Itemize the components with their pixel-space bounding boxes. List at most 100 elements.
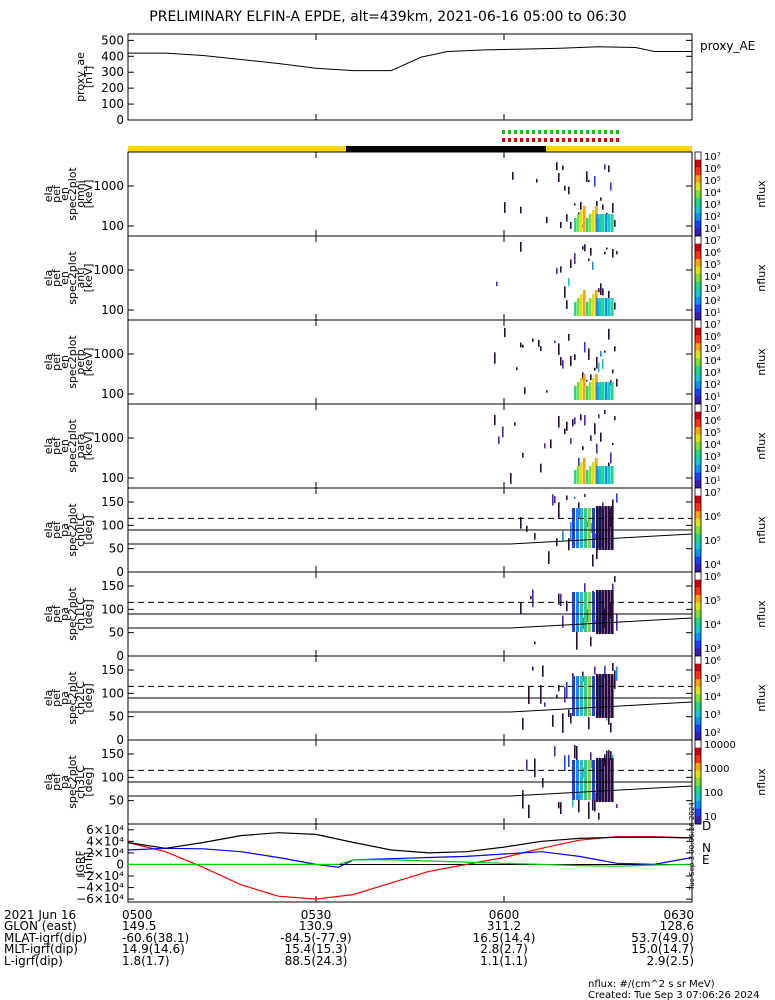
- spectrogram-cell: [530, 595, 532, 600]
- spectrogram-cell: [502, 426, 504, 438]
- spectrogram-cell: [611, 298, 614, 316]
- colorbar-tick-label: 10: [704, 812, 717, 823]
- spectrogram-cell: [596, 214, 599, 232]
- colorbar-tick-label: 10⁴: [704, 692, 721, 703]
- spectrogram-cell: [560, 802, 562, 815]
- spectrogram-cell: [614, 670, 616, 689]
- science-zone-marker: [604, 138, 607, 142]
- colorbar-segment: [695, 755, 701, 764]
- spectrogram-cell: [616, 493, 618, 503]
- spectrogram-cell: [592, 554, 594, 567]
- spectrogram-cell: [524, 387, 526, 395]
- igrf-series-e: [128, 859, 693, 867]
- spectrogram-cell: [600, 197, 602, 201]
- colorbar-tick-label: 10⁶: [704, 656, 721, 667]
- spectrogram-cell: [596, 382, 599, 400]
- units-label: nflux: #/(cm^2 s sr MeV): [588, 979, 715, 990]
- colorbar-segment: [695, 480, 701, 489]
- panel-perp: elapefenspec2plotperp[keV]100010010⁷10⁶1…: [42, 319, 768, 405]
- spectrogram-cell: [548, 551, 550, 564]
- spectrogram-cell: [574, 354, 576, 361]
- y-axis-label: ela: [42, 186, 55, 203]
- spectrogram-cell: [596, 758, 599, 802]
- y-axis-label: para: [74, 434, 87, 459]
- colorbar-tick-label: 10³: [704, 710, 721, 721]
- y-tick-label: −4×10⁴: [76, 881, 124, 895]
- science-zone-marker: [556, 138, 559, 142]
- spectrogram-cell: [580, 294, 583, 316]
- spectrogram-cell: [522, 717, 524, 730]
- science-zone-marker: [544, 138, 547, 142]
- spectrogram-cell: [594, 792, 596, 812]
- y-axis-label: pa: [58, 607, 71, 621]
- spectrogram-cell: [578, 793, 580, 813]
- colorbar-segment: [695, 312, 701, 321]
- spectrogram-cell: [592, 676, 595, 716]
- x-axis-row-value: 88.5(24.3): [285, 954, 348, 968]
- y-tick-label: −2×10⁴: [76, 869, 124, 883]
- y-tick-label: 1000: [93, 263, 124, 277]
- colorbar-segment: [695, 778, 701, 787]
- spectrogram-cell: [532, 589, 534, 608]
- spectrogram-cell: [584, 244, 586, 252]
- spectrogram-cell: [562, 165, 564, 171]
- spectrogram-cell: [576, 676, 579, 716]
- spectrogram-cell: [534, 533, 536, 540]
- science-zone-marker: [538, 138, 541, 142]
- science-zone-marker: [598, 138, 601, 142]
- spectrogram-cell: [574, 302, 577, 316]
- spectrogram-cell: [580, 508, 583, 548]
- colorbar-segment: [695, 640, 701, 649]
- spectrogram-cell: [590, 636, 592, 647]
- colorbar-segment: [695, 396, 701, 405]
- colorbar-segment: [695, 801, 701, 810]
- colorbar-segment: [695, 526, 701, 535]
- spectrogram-cell: [604, 754, 606, 767]
- spectrogram-cell: [570, 713, 572, 724]
- spectrogram-cell: [604, 409, 606, 415]
- spectrogram-cell: [610, 508, 612, 528]
- y-tick-label: 100: [101, 770, 124, 784]
- y-axis-label: pef: [50, 352, 63, 371]
- spectrogram-cell: [577, 214, 580, 232]
- y-axis-label: [keV]: [82, 264, 95, 293]
- colorbar-tick-label: 10³: [704, 452, 721, 463]
- spectrogram-cell: [599, 674, 602, 718]
- y-axis-label: ela: [42, 438, 55, 455]
- y-axis-label: ela: [42, 522, 55, 539]
- spectrogram-cell: [592, 378, 595, 400]
- colorbar-tick-label: 10³: [704, 200, 721, 211]
- spectrogram-cell: [540, 463, 542, 473]
- x-axis-row-value: 0530: [301, 908, 332, 922]
- science-zone-marker: [580, 138, 583, 142]
- spectrogram-cell: [580, 414, 582, 421]
- spectrogram-cell: [596, 443, 598, 454]
- spectrogram-cell: [566, 214, 568, 222]
- spectrogram-cell: [614, 576, 616, 583]
- panel-igrf: IGRF[nT] 6×10⁴4×10⁴2×10⁴0−2×10⁴−4×10⁴−6×1…: [74, 819, 711, 906]
- y-tick-label: 50: [109, 794, 124, 808]
- science-zone-marker: [610, 138, 613, 142]
- spectrogram-cell: [602, 502, 604, 508]
- spectrogram-cell: [602, 359, 604, 370]
- spectrogram-cell: [574, 745, 576, 759]
- spectrogram-cell: [612, 443, 614, 446]
- sunlight-bar: [128, 146, 346, 152]
- spectrogram-cell: [596, 466, 599, 484]
- y-axis-label: ela: [42, 690, 55, 707]
- spectrogram-cell: [577, 298, 580, 316]
- science-zone-marker: [514, 130, 517, 134]
- colorbar-segment: [695, 648, 701, 657]
- spectrogram-cell: [520, 242, 522, 252]
- spectrogram-cell: [542, 778, 544, 788]
- spectrogram-cell: [556, 694, 558, 698]
- colorbar-tick-label: 10²: [704, 212, 721, 223]
- colorbar-tick-label: 10⁷: [704, 404, 721, 415]
- colorbar-segment: [695, 449, 701, 458]
- colorbar-segment: [695, 205, 701, 214]
- science-zone-marker: [508, 138, 511, 142]
- spectrogram-cell: [592, 760, 595, 800]
- colorbar-tick-label: 10⁴: [704, 560, 721, 571]
